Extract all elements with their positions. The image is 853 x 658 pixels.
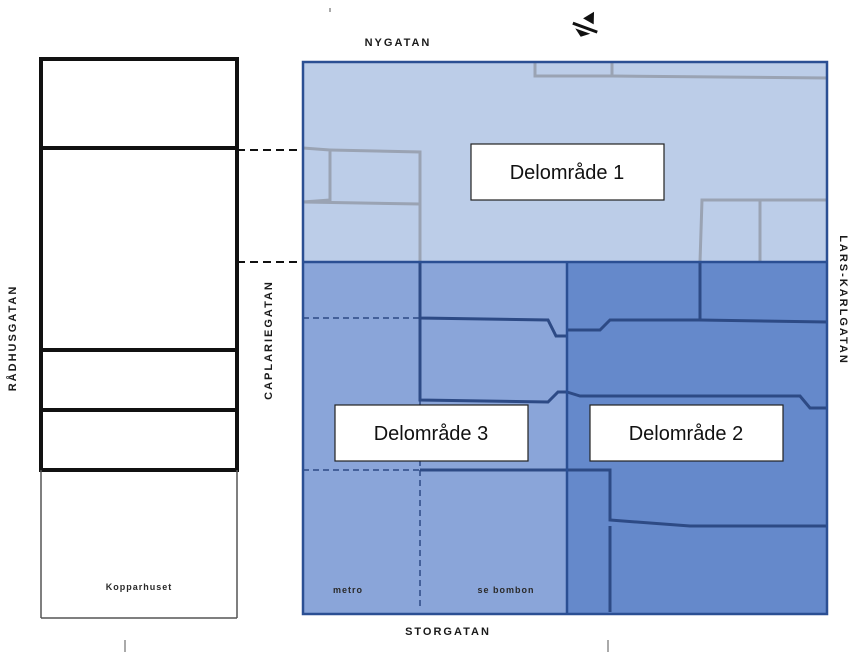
street-right-label: LARS-KARLGATAN: [837, 235, 849, 365]
street-bottom-label: STORGATAN: [405, 626, 491, 638]
dashed-connectors: [237, 149, 303, 263]
north-arrow-icon: [572, 11, 598, 37]
tick-marks: [124, 8, 609, 652]
area-outlines: [301, 60, 829, 616]
street-left-label: RÅDHUSGATAN: [6, 285, 19, 392]
area-3-label: Delområde 3: [374, 423, 489, 445]
area-2-label: Delområde 2: [629, 423, 744, 445]
area-1-label-box: Delområde 1: [470, 143, 665, 201]
metro-label: metro: [333, 585, 363, 595]
kopparhuset-label: Kopparhuset: [106, 582, 173, 592]
left-building-block: [39, 57, 239, 472]
area-2-label-box: Delområde 2: [589, 404, 784, 462]
area-3-building-lines: [418, 262, 567, 472]
street-top-label: NYGATAN: [365, 37, 432, 49]
area-1-label: Delområde 1: [510, 162, 625, 184]
area-1-building-lines: [302, 62, 828, 263]
bombon-label: se bombon: [477, 585, 534, 595]
street-middle-label: CAPLARIEGATAN: [263, 280, 275, 400]
area-2-building-lines: [566, 262, 828, 612]
kopparhuset-outline: [40, 470, 238, 619]
area-3-label-box: Delområde 3: [334, 404, 529, 462]
